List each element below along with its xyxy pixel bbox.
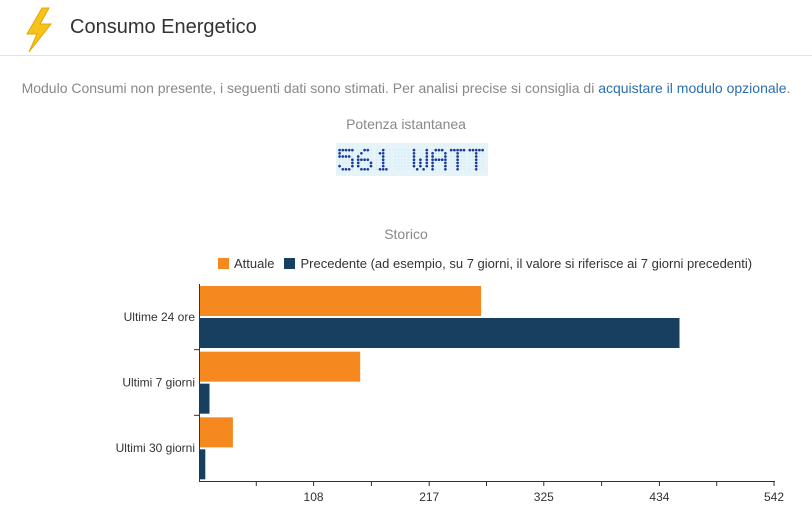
x-tick-label: 434 [649,490,669,504]
category-label: Ultimi 7 giorni [122,376,195,390]
legend-swatch-attuale [218,258,229,269]
legend-item-precedente[interactable]: Precedente (ad esempio, su 7 giorni, il … [284,256,752,271]
readout-char [468,148,484,171]
x-tick-label: 325 [534,490,554,504]
estimate-notice: Modulo Consumi non presente, i seguenti … [0,80,812,96]
power-display [336,143,488,176]
page-header: Consumo Energetico [0,0,812,56]
bar-attuale[interactable] [200,351,361,382]
x-tick-label: 108 [304,490,324,504]
bar-precedente[interactable] [200,318,680,348]
buy-module-link[interactable]: acquistare il modulo opzionale [598,80,787,96]
category-label: Ultimi 30 giorni [116,441,195,455]
bar-attuale[interactable] [200,417,233,448]
category-label: Ultime 24 ore [124,310,196,324]
readout-char [356,148,373,171]
notice-text: Modulo Consumi non presente, i seguenti … [21,80,599,96]
legend-label-precedente: Precedente (ad esempio, su 7 giorni, il … [300,256,753,271]
bar-attuale[interactable] [200,286,482,316]
history-bar-chart: Ultime 24 ore Ultimi 7 giorni Ultimi 30 gi… [116,284,784,504]
legend-item-attuale[interactable]: Attuale [218,256,274,271]
chart-title: Storico [384,226,428,242]
readout-char [412,148,429,171]
legend-swatch-precedente [284,258,296,269]
bar-precedente[interactable] [200,383,210,414]
readout-char [394,149,410,171]
notice-suffix: . [786,80,791,96]
bar-precedente[interactable] [200,449,206,480]
readout-char [431,148,447,171]
readout-char [449,148,466,171]
page-title: Consumo Energetico [70,16,257,38]
lightning-bolt-icon [26,7,53,53]
legend-label-attuale: Attuale [234,256,275,271]
chart-legend: Attuale Precedente (ad esempio, su 7 gior… [218,256,762,271]
x-tick-label: 542 [764,490,784,504]
readout-char [375,148,391,171]
dot-matrix-readout [338,148,484,171]
power-label: Potenza istantanea [346,116,466,132]
readout-char [338,148,354,171]
x-tick-label: 217 [419,490,439,504]
